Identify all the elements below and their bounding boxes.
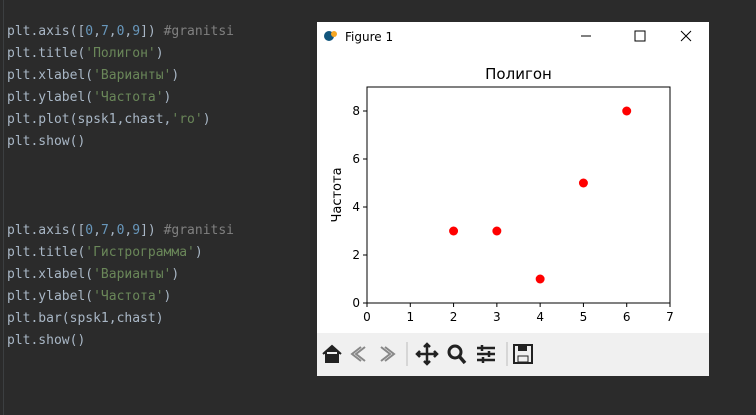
- y-tick-label: 0: [352, 296, 360, 310]
- pan-button[interactable]: [415, 342, 439, 366]
- back-button[interactable]: [350, 346, 366, 362]
- x-tick-label: 2: [450, 310, 458, 324]
- code-line: plt.title('Полигон'): [7, 46, 164, 61]
- point: [578, 178, 588, 188]
- gutter-line: [3, 0, 4, 415]
- code-line: plt.xlabel('Варианты'): [7, 267, 180, 282]
- code-line: plt.axis([0,7,0,9]) #granitsi: [7, 223, 235, 238]
- x-tick-label: 1: [406, 310, 414, 324]
- point: [622, 106, 632, 116]
- code-line: plt.title('Гистрограмма'): [7, 245, 203, 260]
- code-line: plt.plot(spsk1,chast,'ro'): [7, 112, 211, 127]
- y-axis-label: Частота: [330, 167, 345, 222]
- y-tick-label: 4: [352, 200, 360, 214]
- code-line: plt.bar(spsk1,chast): [7, 311, 164, 326]
- save-button[interactable]: [513, 344, 533, 364]
- home-button[interactable]: [322, 344, 342, 363]
- maximize-button[interactable]: [634, 30, 646, 42]
- point: [492, 226, 502, 236]
- x-tick-label: 7: [666, 310, 674, 324]
- window-title: Figure 1: [345, 30, 393, 44]
- x-tick-label: 4: [536, 310, 544, 324]
- code-line: plt.xlabel('Варианты'): [7, 68, 180, 83]
- x-tick-label: 0: [363, 310, 371, 324]
- x-tick-label: 3: [493, 310, 501, 324]
- code-line: plt.show(): [7, 134, 86, 149]
- x-tick-label: 6: [623, 310, 631, 324]
- window-frame: [317, 22, 709, 376]
- code-line: plt.ylabel('Частота'): [7, 289, 172, 304]
- y-tick-label: 6: [352, 152, 360, 166]
- point: [449, 226, 459, 236]
- y-tick-label: 2: [352, 248, 360, 262]
- code-line: plt.show(): [7, 333, 86, 348]
- y-tick-label: 8: [352, 104, 360, 118]
- x-tick-label: 5: [580, 310, 588, 324]
- code-line: plt.ylabel('Частота'): [7, 90, 172, 105]
- window-icon: [324, 31, 337, 41]
- code-line: plt.axis([0,7,0,9]) #granitsi: [7, 24, 235, 39]
- axes-frame: [366, 86, 671, 304]
- configure-button[interactable]: [477, 345, 495, 363]
- chart-title: Полигон: [485, 65, 552, 83]
- point: [535, 274, 545, 284]
- figure-window: Figure 1 Полигон0123456702468ВариантыЧас…: [317, 22, 709, 376]
- zoom-button[interactable]: [447, 344, 467, 365]
- forward-button[interactable]: [380, 346, 396, 362]
- close-button[interactable]: [680, 30, 692, 42]
